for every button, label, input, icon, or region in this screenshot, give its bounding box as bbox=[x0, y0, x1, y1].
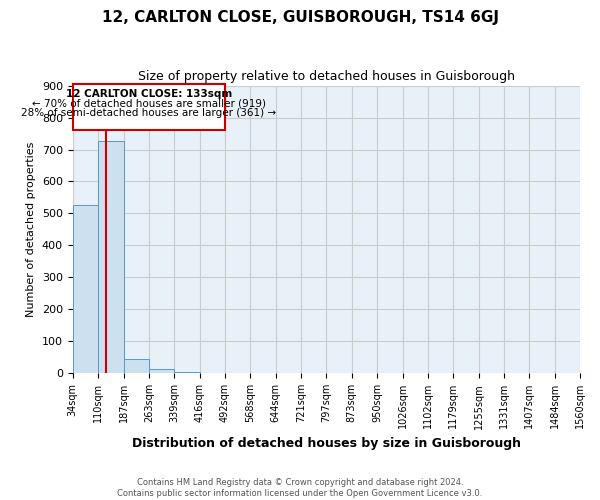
Bar bbox=[98, 141, 124, 374]
Text: ← 70% of detached houses are smaller (919): ← 70% of detached houses are smaller (91… bbox=[32, 98, 266, 108]
FancyBboxPatch shape bbox=[73, 84, 225, 130]
Bar bbox=[149, 370, 174, 374]
Title: Size of property relative to detached houses in Guisborough: Size of property relative to detached ho… bbox=[138, 70, 515, 83]
Bar bbox=[124, 359, 149, 374]
Bar bbox=[73, 205, 98, 374]
Text: Contains HM Land Registry data © Crown copyright and database right 2024.
Contai: Contains HM Land Registry data © Crown c… bbox=[118, 478, 482, 498]
Text: 28% of semi-detached houses are larger (361) →: 28% of semi-detached houses are larger (… bbox=[22, 108, 277, 118]
X-axis label: Distribution of detached houses by size in Guisborough: Distribution of detached houses by size … bbox=[132, 437, 521, 450]
Text: 12, CARLTON CLOSE, GUISBOROUGH, TS14 6GJ: 12, CARLTON CLOSE, GUISBOROUGH, TS14 6GJ bbox=[101, 10, 499, 25]
Text: 12 CARLTON CLOSE: 133sqm: 12 CARLTON CLOSE: 133sqm bbox=[66, 88, 232, 99]
Bar bbox=[174, 372, 200, 374]
Y-axis label: Number of detached properties: Number of detached properties bbox=[26, 142, 37, 317]
